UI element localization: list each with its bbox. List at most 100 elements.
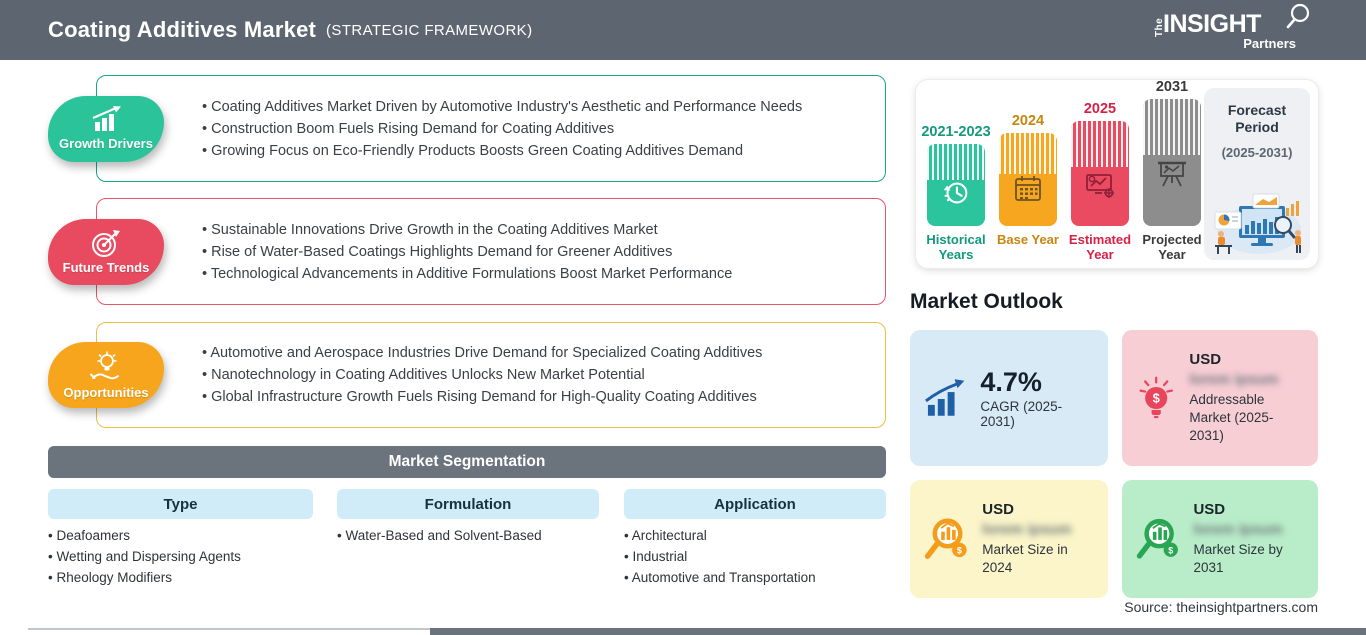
bar-year-label: 2024 (1011, 113, 1045, 129)
forecast-period-range: (2025-2031) (1221, 145, 1293, 160)
badge-label: Growth Drivers (59, 136, 153, 151)
bullet-item: Technological Advancements in Additive F… (202, 266, 885, 282)
future-trends-box: Sustainable Innovations Drive Growth in … (96, 198, 886, 305)
page-title: Coating Additives Market (STRATEGIC FRAM… (48, 0, 532, 60)
market-outlook-title: Market Outlook (910, 290, 1063, 313)
hand-lightbulb-icon (90, 351, 119, 379)
magnifier-icon (1286, 3, 1310, 29)
growth-drivers-list: Coating Additives Market Driven by Autom… (202, 93, 885, 165)
addressable-market-card: $ USD lorem ipsum Addressable Market (20… (1122, 330, 1318, 466)
growth-drivers-badge: Growth Drivers (48, 95, 164, 162)
bar-caption: Projected Year (1142, 232, 1202, 262)
formulation-items-list: Water-Based and Solvent-Based (337, 525, 541, 546)
opportunities-box: Automotive and Aerospace Industries Driv… (96, 322, 886, 428)
logo-insight-text: INSIGHT (1163, 10, 1261, 38)
header-bar: Coating Additives Market (STRATEGIC FRAM… (0, 0, 1366, 60)
monitor-analytics-icon (1086, 174, 1114, 198)
redacted-value: lorem ipsum (1193, 521, 1283, 538)
growth-drivers-section: Coating Additives Market Driven by Autom… (48, 75, 886, 182)
projected-year-bar (1143, 99, 1201, 226)
cagr-label: CAGR (2025-2031) (980, 399, 1063, 429)
opportunities-list: Automotive and Aerospace Industries Driv… (202, 339, 885, 411)
segmentation-column-header-formulation: Formulation (337, 489, 599, 519)
insight-partners-logo: The INSIGHT Partners (1154, 3, 1310, 53)
research-timeline-card: 2021-2023 Historical Years 2024 (916, 79, 1318, 268)
forecast-period-label: Forecast Period (1227, 102, 1287, 135)
card-label: Market Size by 2031 (1193, 542, 1283, 575)
bar-caption: Estimated Year (1068, 232, 1132, 262)
calendar-icon (1015, 175, 1041, 201)
card-label: Market Size in 2024 (982, 542, 1068, 575)
timeline-bars: 2021-2023 Historical Years 2024 (921, 79, 1208, 262)
list-item: Water-Based and Solvent-Based (337, 525, 541, 546)
svg-text:$: $ (1168, 545, 1173, 555)
page-title-subtitle: (STRATEGIC FRAMEWORK) (326, 21, 533, 39)
badge-label: Opportunities (63, 384, 149, 400)
list-item: Architectural (624, 525, 816, 546)
bar-year-label: 2031 (1155, 79, 1189, 95)
estimated-year-bar-group: 2025 Estimated Year (1068, 101, 1132, 262)
historical-years-bar-group: 2021-2023 Historical Years (921, 124, 991, 262)
future-trends-section: Sustainable Innovations Drive Growth in … (48, 198, 886, 305)
currency-label: USD (982, 501, 1014, 518)
currency-label: USD (1193, 501, 1226, 518)
opportunities-section: Automotive and Aerospace Industries Driv… (48, 322, 886, 428)
type-items-list: Deafoamers Wetting and Dispersing Agents… (48, 525, 241, 588)
svg-text:$: $ (1153, 391, 1160, 406)
bottom-bar (430, 628, 1366, 635)
logo-partners-text: Partners (1243, 36, 1296, 51)
market-size-2031-card: $ USD lorem ipsum Market Size by 2031 (1122, 480, 1318, 598)
list-item: Wetting and Dispersing Agents (48, 546, 240, 567)
bullet-item: Automotive and Aerospace Industries Driv… (202, 345, 885, 361)
lightbulb-dollar-icon: $ (1139, 376, 1173, 419)
magnifier-chart-icon: $ (924, 518, 967, 559)
page-title-main: Coating Additives Market (48, 17, 317, 42)
historical-years-bar (927, 144, 985, 226)
bullet-item: Global Infrastructure Growth Fuels Risin… (202, 389, 885, 405)
bar-caption: Base Year (997, 232, 1059, 247)
badge-label: Future Trends (62, 260, 150, 275)
projection-screen-icon (1158, 161, 1186, 187)
base-year-bar-group: 2024 Base Year (996, 113, 1060, 262)
opportunities-badge: Opportunities (48, 342, 164, 408)
bullet-item: Growing Focus on Eco-Friendly Products B… (202, 143, 885, 159)
growth-bars-arrow-icon (925, 379, 965, 416)
cagr-value: 4.7% (980, 367, 1042, 397)
svg-text:$: $ (957, 546, 962, 556)
magnifier-chart-icon: $ (1136, 518, 1178, 559)
bar-year-label: 2021-2023 (921, 124, 991, 140)
bar-year-label: 2025 (1083, 101, 1117, 117)
list-item: Automotive and Transportation (624, 567, 816, 588)
future-trends-list: Sustainable Innovations Drive Growth in … (202, 216, 885, 288)
cagr-card: 4.7% CAGR (2025-2031) (910, 330, 1108, 466)
growth-drivers-box: Coating Additives Market Driven by Autom… (96, 75, 886, 182)
target-dart-icon (92, 230, 120, 257)
market-segmentation-bar: Market Segmentation (48, 446, 886, 478)
list-item: Deafoamers (48, 525, 241, 546)
projected-year-bar-group: 2031 Projected Year (1140, 79, 1204, 262)
estimated-year-bar (1071, 121, 1129, 226)
forecast-period-panel: Forecast Period (2025-2031) (1204, 88, 1310, 260)
redacted-value: lorem ipsum (982, 521, 1072, 538)
growth-chart-icon (92, 106, 121, 131)
base-year-bar (999, 133, 1057, 226)
bullet-item: Rise of Water-Based Coatings Highlights … (202, 244, 885, 260)
analysts-illustration (1214, 193, 1301, 254)
bullet-item: Sustainable Innovations Drive Growth in … (202, 222, 885, 238)
card-label: Addressable Market (2025-2031) (1189, 392, 1274, 443)
bullet-item: Nanotechnology in Coating Additives Unlo… (202, 367, 885, 383)
redacted-value: lorem ipsum (1189, 371, 1279, 388)
list-item: Rheology Modifiers (48, 567, 241, 588)
source-attribution: Source: theinsightpartners.com (1124, 599, 1318, 615)
bullet-item: Coating Additives Market Driven by Autom… (202, 99, 885, 115)
currency-label: USD (1189, 351, 1222, 368)
list-item: Industrial (624, 546, 816, 567)
bullet-item: Construction Boom Fuels Rising Demand fo… (202, 121, 885, 137)
segmentation-column-header-application: Application (624, 489, 886, 519)
future-trends-badge: Future Trends (48, 218, 164, 285)
market-size-2024-card: $ USD lorem ipsum Market Size in 2024 (910, 480, 1108, 598)
application-items-list: Architectural Industrial Automotive and … (624, 525, 816, 588)
clock-history-icon (943, 182, 968, 204)
bar-caption: Historical Years (926, 232, 986, 262)
